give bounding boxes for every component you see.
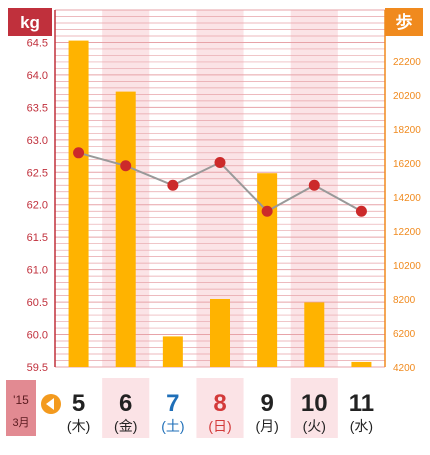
date-number[interactable]: 8 bbox=[213, 390, 226, 417]
year-month-tab[interactable] bbox=[6, 380, 36, 436]
date-number[interactable]: 9 bbox=[260, 390, 273, 417]
weight-point[interactable] bbox=[214, 157, 226, 169]
weekday-label: (火) bbox=[303, 418, 326, 434]
left-tick-label: 63.0 bbox=[27, 135, 48, 147]
weight-point[interactable] bbox=[120, 160, 132, 172]
right-tick-label: 6200 bbox=[393, 329, 416, 340]
weekday-label: (木) bbox=[67, 418, 90, 434]
weekday-label: (月) bbox=[255, 418, 278, 434]
weekday-label: (土) bbox=[161, 418, 184, 434]
right-tick-label: 12200 bbox=[393, 227, 421, 238]
left-tick-label: 62.5 bbox=[27, 167, 48, 179]
steps-bar[interactable] bbox=[68, 40, 89, 367]
left-tick-label: 60.0 bbox=[27, 330, 48, 342]
left-tick-label: 64.5 bbox=[27, 37, 48, 49]
date-cell-stripe bbox=[102, 378, 150, 438]
date-cell-stripe bbox=[196, 378, 244, 438]
weight-point[interactable] bbox=[355, 205, 367, 217]
right-tick-label: 20200 bbox=[393, 91, 421, 102]
date-cell-stripe bbox=[290, 378, 338, 438]
year-label: '15 bbox=[13, 393, 29, 407]
date-number[interactable]: 7 bbox=[166, 390, 179, 417]
weekday-label: (金) bbox=[114, 418, 137, 434]
left-tick-label: 60.5 bbox=[27, 297, 48, 309]
steps-bar[interactable] bbox=[115, 91, 136, 367]
steps-bar[interactable] bbox=[351, 361, 372, 367]
date-number[interactable]: 10 bbox=[301, 390, 328, 417]
weight-point[interactable] bbox=[261, 205, 273, 217]
weight-point[interactable] bbox=[73, 147, 85, 159]
steps-bar[interactable] bbox=[304, 302, 325, 367]
date-number[interactable]: 5 bbox=[72, 390, 85, 417]
weekday-label: (水) bbox=[350, 418, 373, 434]
right-tick-label: 16200 bbox=[393, 159, 421, 170]
left-tick-label: 62.0 bbox=[27, 200, 48, 212]
steps-unit-label: 歩 bbox=[396, 12, 413, 32]
steps-bar[interactable] bbox=[210, 299, 230, 367]
left-tick-label: 61.0 bbox=[27, 265, 48, 277]
weekday-label: (日) bbox=[208, 418, 231, 434]
weight-unit-badge bbox=[8, 8, 52, 36]
right-tick-label: 8200 bbox=[393, 295, 416, 306]
left-tick-label: 63.5 bbox=[27, 102, 48, 114]
steps-bar[interactable] bbox=[257, 173, 278, 367]
weight-point[interactable] bbox=[308, 179, 320, 191]
weight-unit-label: kg bbox=[20, 13, 40, 32]
right-tick-label: 22200 bbox=[393, 57, 421, 68]
weight-point[interactable] bbox=[167, 179, 179, 191]
left-tick-label: 59.5 bbox=[27, 362, 48, 374]
right-tick-label: 10200 bbox=[393, 261, 421, 272]
month-label: 3月 bbox=[12, 417, 29, 429]
date-number[interactable]: 11 bbox=[349, 390, 374, 417]
prev-week-button[interactable] bbox=[41, 394, 61, 414]
steps-bar[interactable] bbox=[162, 336, 183, 367]
left-tick-label: 64.0 bbox=[27, 70, 48, 82]
right-tick-label: 18200 bbox=[393, 125, 421, 136]
steps-unit-badge bbox=[385, 8, 423, 36]
left-tick-label: 61.5 bbox=[27, 232, 48, 244]
date-number[interactable]: 6 bbox=[119, 390, 132, 417]
right-tick-label: 4200 bbox=[393, 363, 416, 374]
right-tick-label: 14200 bbox=[393, 193, 421, 204]
